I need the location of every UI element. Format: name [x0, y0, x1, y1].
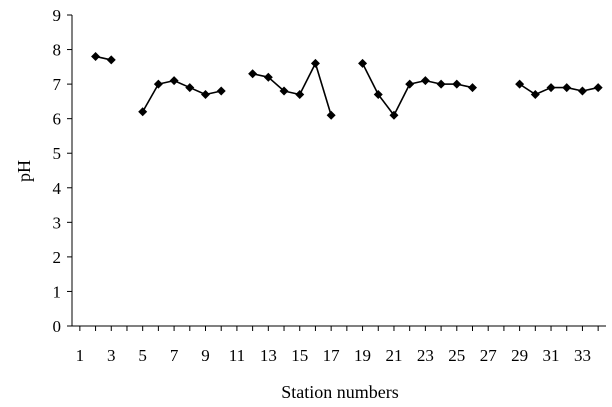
- series-line-segment: [267, 76, 285, 92]
- y-tick-label: 8: [53, 41, 62, 60]
- data-point-marker: [562, 83, 572, 93]
- y-tick-label: 3: [53, 213, 62, 232]
- data-point-marker: [201, 89, 210, 99]
- x-tick-label: 7: [170, 346, 179, 365]
- series-lines: [95, 55, 599, 116]
- y-tick-label: 7: [53, 75, 62, 94]
- data-point-marker: [436, 79, 446, 89]
- data-point-marker: [326, 110, 336, 120]
- x-tick-label: 27: [480, 346, 498, 365]
- data-point-marker: [153, 79, 163, 89]
- x-tick-label: 19: [354, 346, 371, 365]
- data-point-marker: [310, 58, 320, 68]
- data-point-marker: [295, 89, 305, 99]
- series-line-segment: [314, 63, 332, 116]
- data-point-marker: [468, 83, 477, 93]
- y-tick-label: 9: [53, 6, 62, 25]
- data-point-marker: [405, 79, 415, 89]
- series-line-segment: [141, 83, 160, 113]
- tick-marks: [67, 14, 599, 331]
- data-point-marker: [593, 83, 603, 93]
- data-point-marker: [452, 79, 462, 89]
- y-tick-label: 4: [53, 179, 62, 198]
- data-point-marker: [373, 89, 383, 99]
- x-tick-label: 11: [229, 346, 245, 365]
- data-point-marker: [515, 79, 525, 89]
- data-point-marker: [577, 86, 587, 96]
- x-tick-label: 13: [260, 346, 277, 365]
- series-line-segment: [377, 93, 395, 116]
- data-point-marker: [263, 72, 273, 82]
- data-point-marker: [169, 76, 179, 86]
- x-tick-label: 23: [417, 346, 434, 365]
- x-tick-label: 3: [107, 346, 116, 365]
- data-point-marker: [106, 55, 116, 65]
- data-point-marker: [358, 58, 368, 68]
- x-axis-title: Station numbers: [281, 382, 399, 402]
- series-markers: [91, 51, 603, 120]
- data-point-marker: [248, 69, 258, 79]
- data-point-marker: [185, 83, 195, 93]
- data-point-marker: [546, 83, 556, 93]
- series-line-segment: [299, 63, 317, 95]
- x-tick-label: 15: [291, 346, 308, 365]
- x-tick-label: 31: [543, 346, 560, 365]
- x-tick-label: 25: [448, 346, 465, 365]
- y-tick-label: 6: [53, 110, 62, 129]
- data-point-marker: [138, 107, 148, 117]
- y-tick-label: 5: [53, 144, 62, 163]
- data-point-marker: [279, 86, 289, 96]
- series-line-segment: [393, 83, 411, 116]
- data-point-marker: [216, 86, 226, 96]
- data-point-marker: [389, 110, 399, 120]
- data-point-marker: [420, 76, 430, 86]
- y-axis-title: pH: [14, 160, 34, 182]
- x-tick-label: 9: [201, 346, 210, 365]
- y-tick-label: 1: [53, 282, 62, 301]
- data-point-marker: [530, 89, 540, 99]
- x-tick-label: 33: [574, 346, 591, 365]
- y-tick-label: 0: [53, 317, 62, 336]
- x-tick-label: 21: [385, 346, 402, 365]
- x-tick-label: 1: [76, 346, 85, 365]
- y-tick-label: 2: [53, 248, 62, 267]
- series-line-segment: [361, 63, 379, 95]
- x-tick-label: 29: [511, 346, 528, 365]
- axes: [71, 15, 606, 327]
- x-tick-label: 17: [323, 346, 341, 365]
- x-tick-label: 5: [138, 346, 147, 365]
- data-point-marker: [91, 51, 101, 61]
